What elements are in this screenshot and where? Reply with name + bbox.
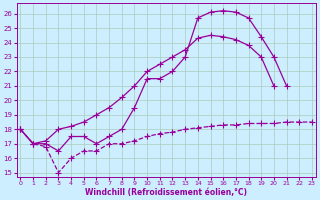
X-axis label: Windchill (Refroidissement éolien,°C): Windchill (Refroidissement éolien,°C) [85, 188, 247, 197]
